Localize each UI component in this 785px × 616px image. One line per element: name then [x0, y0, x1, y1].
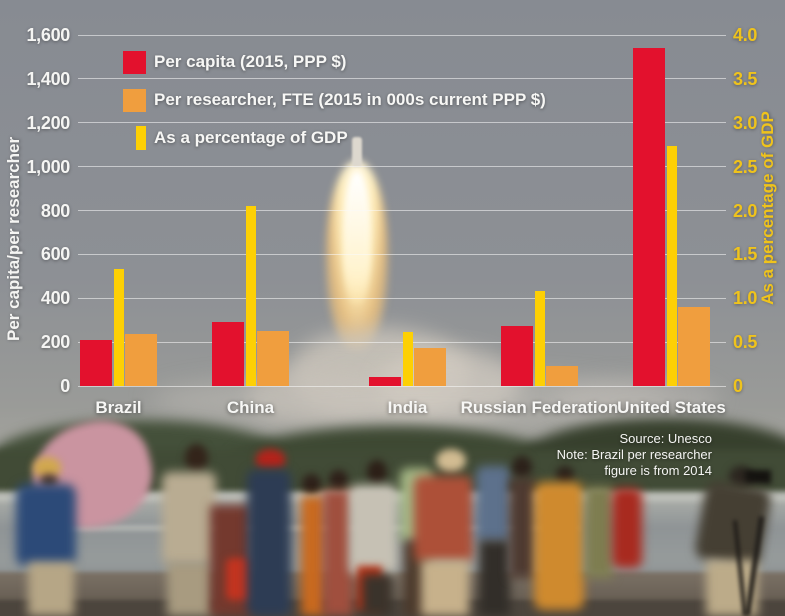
right-tick-label: 2.0: [733, 200, 758, 221]
spectator-head: [556, 466, 574, 484]
smoke-cloud: [378, 348, 520, 420]
spectator-plaid-shirt: [414, 476, 473, 562]
spectator-orange: [301, 496, 325, 616]
bar-india-per-capita: [369, 377, 401, 386]
gridline: [78, 34, 726, 36]
spectator-blue-plaid: [476, 466, 511, 542]
right-tick-label: 1.5: [733, 244, 758, 265]
bar-china-as-a-percentage-of-gdp: [246, 206, 256, 386]
right-tick-label: 3.0: [733, 112, 758, 133]
gridline: [78, 297, 726, 299]
spectator-head: [185, 444, 208, 472]
category-label-brazil: Brazil: [95, 398, 142, 417]
bar-india-per-researcher-fte: [414, 347, 446, 386]
legend-item-per-capita: Per capita (2015, PPP $): [122, 50, 546, 74]
legend-label-per-capita: Per capita (2015, PPP $): [154, 52, 347, 71]
bar-russian-federation-per-capita: [501, 325, 533, 386]
category-label-russian-federation: Russian Federation: [460, 398, 619, 417]
per-capita-swatch-icon: [123, 50, 146, 74]
left-tick-label: 200: [40, 332, 70, 353]
left-tick-label: 600: [40, 244, 70, 265]
right-tick-label: 0.5: [733, 332, 758, 353]
gridline: [78, 385, 726, 387]
spectator-head: [512, 456, 532, 478]
spectator-legs: [362, 574, 392, 616]
spectator-navy-shirt: [247, 470, 291, 616]
legend-item-pct-gdp: As a percentage of GDP: [122, 126, 546, 150]
spectator-head: [329, 470, 348, 489]
category-label-india: India: [387, 398, 428, 417]
note-line: Note: Brazil per researcher: [556, 447, 712, 462]
legend-swatch-wrap: [122, 88, 146, 112]
legend-label-pct-gdp: As a percentage of GDP: [154, 128, 348, 147]
right-tick-label: 4.0: [733, 25, 758, 45]
left-tick-label: 400: [40, 288, 70, 309]
gridline: [78, 78, 726, 80]
camera-icon: [745, 470, 771, 484]
bar-india-as-a-percentage-of-gdp: [403, 331, 413, 386]
bar-russian-federation-as-a-percentage-of-gdp: [535, 291, 545, 386]
spectator-shorts: [421, 560, 469, 616]
rocket-body: [352, 137, 362, 167]
spectator-salmon: [323, 490, 353, 616]
category-label-united-states: United States: [617, 398, 726, 417]
bar-china-per-capita: [212, 322, 244, 386]
gridline: [78, 341, 726, 343]
gridline: [78, 166, 726, 168]
spectator-head: [302, 474, 321, 494]
right-tick-label: 0: [733, 376, 743, 396]
bar-russian-federation-per-researcher-fte: [546, 366, 578, 386]
spectator-pants: [479, 540, 510, 616]
right-axis-title: As a percentage of GDP: [758, 111, 777, 305]
spectator-red-jacket: [612, 488, 642, 568]
left-tick-label: 1,000: [26, 156, 70, 177]
spectator-dark: [509, 478, 536, 578]
spectator-white-shirt: [349, 485, 397, 575]
left-tick-label: 1,600: [26, 25, 70, 45]
legend: Per capita (2015, PPP $) Per researcher,…: [122, 50, 546, 150]
spectator-hat: [33, 457, 61, 477]
bar-brazil-as-a-percentage-of-gdp: [114, 269, 124, 386]
left-tick-label: 800: [40, 200, 70, 221]
category-label-china: China: [226, 398, 275, 417]
per-researcher-swatch-icon: [123, 88, 146, 112]
source-note: Source: Unesco Note: Brazil per research…: [557, 431, 712, 479]
bar-united-states-per-researcher-fte: [678, 307, 710, 386]
bar-china-per-researcher-fte: [257, 331, 289, 386]
gridline: [78, 210, 726, 211]
rocket-flame-core: [344, 172, 370, 304]
spectator-tan-hat: [436, 449, 466, 472]
spectator-pants: [28, 562, 74, 616]
pct-gdp-swatch-icon: [136, 126, 146, 150]
spectator-pants: [167, 562, 213, 616]
left-tick-label: 0: [60, 376, 70, 396]
bar-brazil-per-researcher-fte: [125, 334, 157, 386]
spectator-olive: [585, 486, 613, 578]
bar-brazil-per-capita: [80, 339, 112, 386]
spectator-striped-shirt: [162, 472, 216, 564]
left-axis-title: Per capita/per researcher: [4, 136, 23, 341]
gridline: [78, 253, 726, 255]
right-tick-label: 3.5: [733, 68, 758, 89]
gridline: [78, 122, 726, 124]
spectator-blue-shirt: [16, 484, 76, 566]
note-line: figure is from 2014: [604, 463, 712, 478]
spectator-red-cap: [256, 449, 285, 468]
left-tick-label: 1,200: [26, 112, 70, 133]
right-tick-label: 1.0: [733, 288, 758, 309]
legend-swatch-wrap: [122, 50, 146, 74]
source-line: Source: Unesco: [619, 431, 713, 446]
left-tick-label: 1,400: [26, 68, 70, 89]
legend-swatch-wrap: [122, 126, 146, 150]
legend-label-per-researcher: Per researcher, FTE (2015 in 000s curren…: [154, 90, 546, 109]
bar-united-states-as-a-percentage-of-gdp: [667, 145, 677, 386]
right-tick-label: 2.5: [733, 156, 758, 177]
legend-item-per-researcher: Per researcher, FTE (2015 in 000s curren…: [122, 88, 546, 112]
spectator-saree: [534, 482, 584, 610]
spectator-head: [367, 460, 387, 484]
bar-united-states-per-capita: [633, 48, 665, 386]
